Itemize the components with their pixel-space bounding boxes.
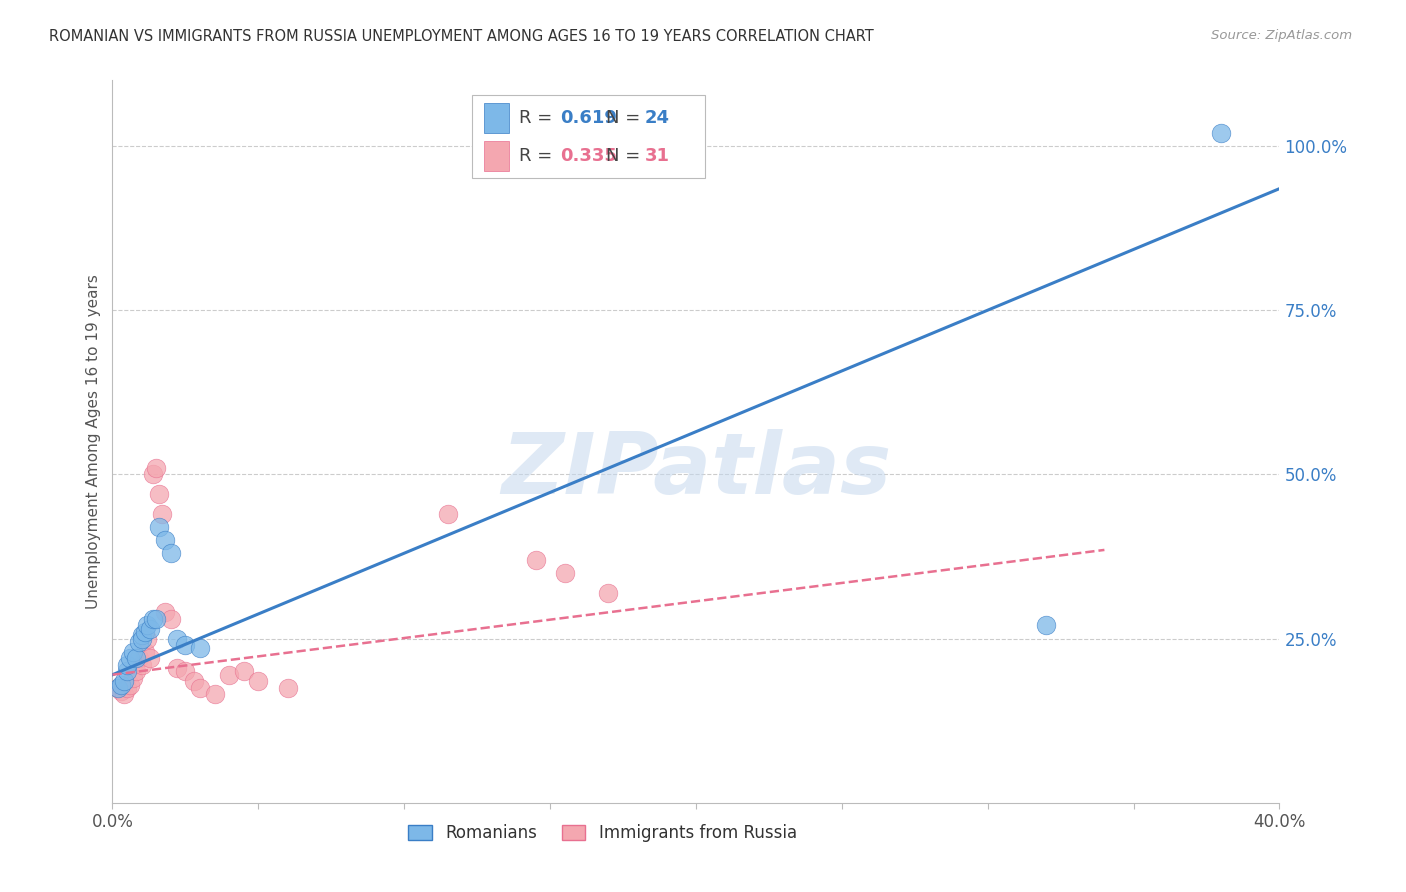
Point [115, 657, 138, 672]
Legend: Romanians, Immigrants from Russia: Romanians, Immigrants from Russia [402, 817, 803, 848]
Point [131, 632, 153, 646]
Text: R =: R = [519, 109, 558, 127]
Text: 0.335: 0.335 [561, 147, 617, 165]
Point [110, 684, 132, 698]
Point [145, 460, 167, 475]
Text: R =: R = [519, 147, 558, 165]
Point [142, 612, 165, 626]
Point [131, 628, 153, 642]
Point [150, 507, 173, 521]
Point [142, 467, 165, 482]
Point [128, 651, 150, 665]
Point [183, 674, 205, 689]
Point [148, 520, 170, 534]
Point [107, 681, 129, 695]
Point [139, 622, 162, 636]
Text: ZIPatlas: ZIPatlas [501, 429, 891, 512]
Bar [484, 103, 509, 133]
Bar [484, 141, 509, 171]
Point [107, 681, 129, 695]
Point [122, 645, 145, 659]
Text: N =: N = [606, 109, 647, 127]
Point [134, 645, 156, 659]
Point [134, 625, 156, 640]
Point [1209, 126, 1232, 140]
Point [188, 681, 211, 695]
Text: Source: ZipAtlas.com: Source: ZipAtlas.com [1212, 29, 1353, 42]
Point [145, 612, 167, 626]
Point [554, 566, 576, 580]
Point [204, 687, 226, 701]
Point [1035, 618, 1057, 632]
Point [232, 665, 254, 679]
Text: 0.619: 0.619 [561, 109, 617, 127]
Point [112, 687, 135, 701]
Point [128, 635, 150, 649]
Point [153, 533, 176, 547]
Y-axis label: Unemployment Among Ages 16 to 19 years: Unemployment Among Ages 16 to 19 years [86, 274, 101, 609]
Point [112, 674, 135, 689]
Point [136, 618, 159, 632]
Point [188, 641, 211, 656]
Point [125, 651, 148, 665]
Point [218, 667, 240, 681]
Point [160, 546, 183, 560]
Point [153, 605, 176, 619]
Point [148, 487, 170, 501]
Point [160, 612, 183, 626]
Text: N =: N = [606, 147, 647, 165]
Point [276, 681, 298, 695]
Point [598, 585, 620, 599]
Point [115, 665, 138, 679]
Point [166, 632, 188, 646]
Point [174, 638, 197, 652]
Point [136, 632, 159, 646]
Text: ROMANIAN VS IMMIGRANTS FROM RUSSIA UNEMPLOYMENT AMONG AGES 16 TO 19 YEARS CORREL: ROMANIAN VS IMMIGRANTS FROM RUSSIA UNEMP… [49, 29, 875, 44]
Text: 24: 24 [644, 109, 669, 127]
Point [122, 671, 145, 685]
Text: 31: 31 [644, 147, 669, 165]
Point [437, 507, 460, 521]
Point [247, 674, 270, 689]
FancyBboxPatch shape [472, 95, 706, 178]
Point [110, 677, 132, 691]
Point [139, 651, 162, 665]
Point [131, 657, 153, 672]
Point [115, 681, 138, 695]
Point [118, 677, 141, 691]
Point [166, 661, 188, 675]
Point [524, 553, 547, 567]
Point [174, 665, 197, 679]
Point [125, 665, 148, 679]
Point [118, 651, 141, 665]
